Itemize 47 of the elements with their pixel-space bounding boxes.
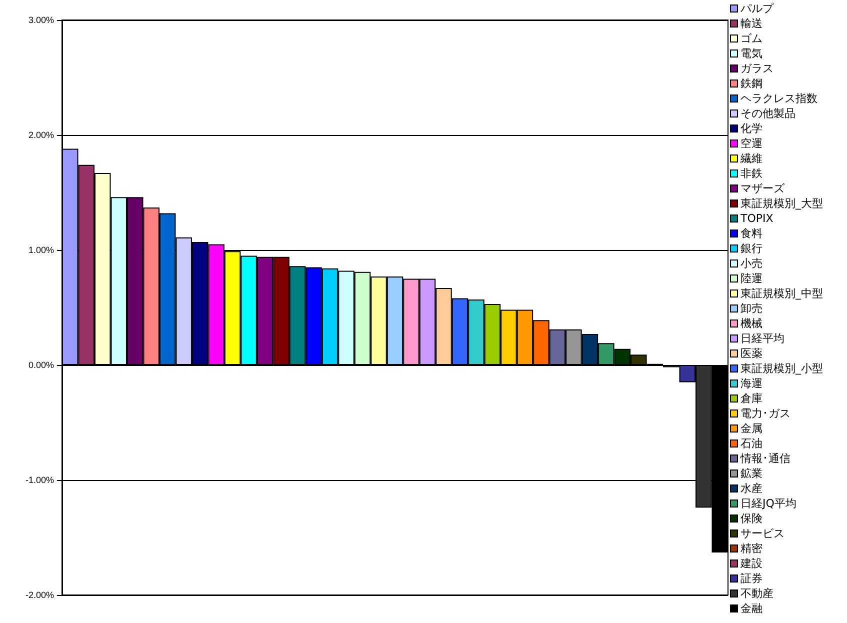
legend-label: 空運 — [740, 137, 762, 150]
legend-label: 東証規模別_小型 — [740, 362, 823, 375]
legend-label: 精密 — [740, 542, 762, 555]
legend-label: 海運 — [740, 377, 762, 390]
legend-label: 建設 — [740, 557, 762, 570]
legend-label: パルプ — [740, 2, 774, 15]
legend-label: 証券 — [740, 572, 762, 585]
legend-label: 金融 — [740, 602, 762, 615]
legend-label: 食料 — [740, 227, 762, 240]
legend-label: 非鉄 — [740, 167, 762, 180]
legend-label: ゴム — [740, 32, 762, 45]
legend-label: 不動産 — [740, 587, 774, 600]
legend-label: 化学 — [740, 122, 762, 135]
legend-label: 卸売 — [740, 302, 762, 315]
legend-label: 医薬 — [740, 347, 762, 360]
legend-label: 銀行 — [740, 242, 762, 255]
legend-label: サービス — [740, 527, 784, 540]
legend-label: 鉄鋼 — [740, 77, 762, 90]
legend-label: 鉱業 — [740, 467, 762, 480]
legend-label: 小売 — [740, 257, 762, 270]
legend-label: 電気 — [740, 47, 762, 60]
legend-label: 東証規模別_中型 — [740, 287, 823, 300]
legend-label: 倉庫 — [740, 392, 762, 405]
y-tick-label: 3.00% — [28, 15, 54, 25]
y-tick-label: 1.00% — [28, 245, 54, 255]
legend-label: 石油 — [740, 437, 762, 450]
y-tick-label: 0.00% — [28, 360, 54, 370]
y-tick-label: 2.00% — [28, 130, 54, 140]
legend-label: その他製品 — [740, 107, 796, 120]
y-tick-label: -2.00% — [25, 590, 54, 600]
legend-label: TOPIX — [740, 212, 774, 225]
legend-label: ヘラクレス指数 — [740, 92, 818, 105]
legend-label: マザーズ — [740, 182, 786, 195]
legend-label: 電力･ガス — [740, 407, 790, 420]
legend-label: 陸運 — [740, 272, 762, 285]
legend-label: ガラス — [740, 62, 774, 75]
y-tick-label: -1.00% — [25, 475, 54, 485]
legend-label: 水産 — [740, 482, 762, 495]
legend-label: 日経平均 — [740, 332, 784, 345]
legend-label: 輸送 — [740, 17, 762, 30]
legend-label: 東証規模別_大型 — [740, 197, 823, 210]
legend-label: 日経JQ平均 — [740, 497, 796, 510]
legend-label: 保険 — [740, 512, 762, 525]
legend-label: 金属 — [740, 422, 762, 435]
legend-label: 情報･通信 — [740, 452, 790, 465]
legend-label: 機械 — [740, 317, 762, 330]
legend-label: 繊維 — [740, 152, 762, 165]
